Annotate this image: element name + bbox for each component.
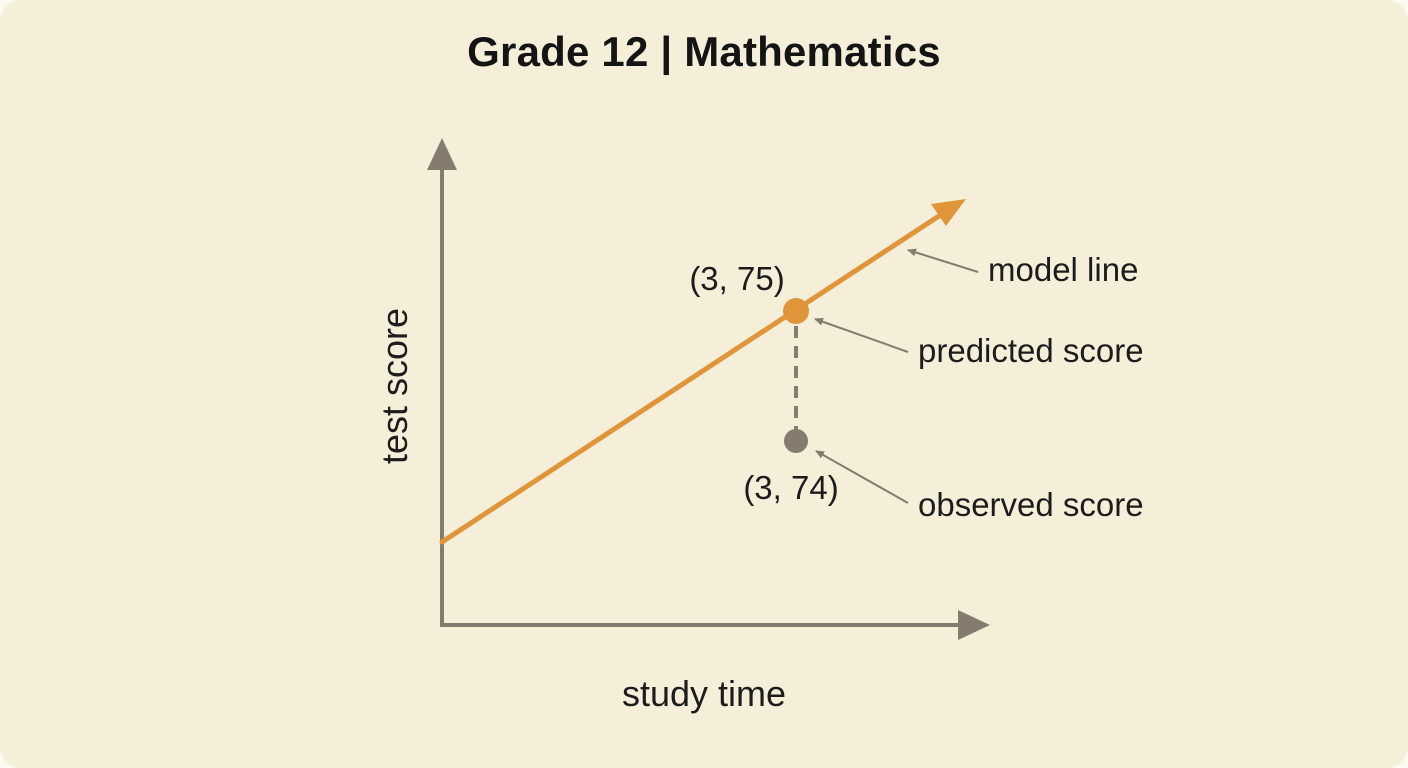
predicted-point	[783, 298, 809, 324]
observed-point-label: (3, 74)	[743, 469, 838, 506]
page-title: Grade 12 | Mathematics	[467, 28, 941, 75]
observed-score-callout: observed score	[918, 486, 1144, 523]
x-axis-arrowhead	[958, 610, 990, 640]
predicted-score-pointer	[814, 317, 909, 353]
predicted-score-callout: predicted score	[918, 332, 1144, 369]
y-axis-arrowhead	[427, 138, 457, 170]
observed-point	[784, 429, 808, 453]
observed-score-pointer	[815, 450, 909, 504]
model-line-pointer	[907, 248, 979, 273]
model-line-callout: model line	[988, 251, 1138, 288]
x-axis-label: study time	[622, 673, 786, 714]
model-line	[439, 211, 945, 545]
model-line-arrowhead	[931, 199, 966, 226]
y-axis-label: test score	[374, 308, 415, 464]
predicted-point-label: (3, 75)	[689, 260, 784, 297]
